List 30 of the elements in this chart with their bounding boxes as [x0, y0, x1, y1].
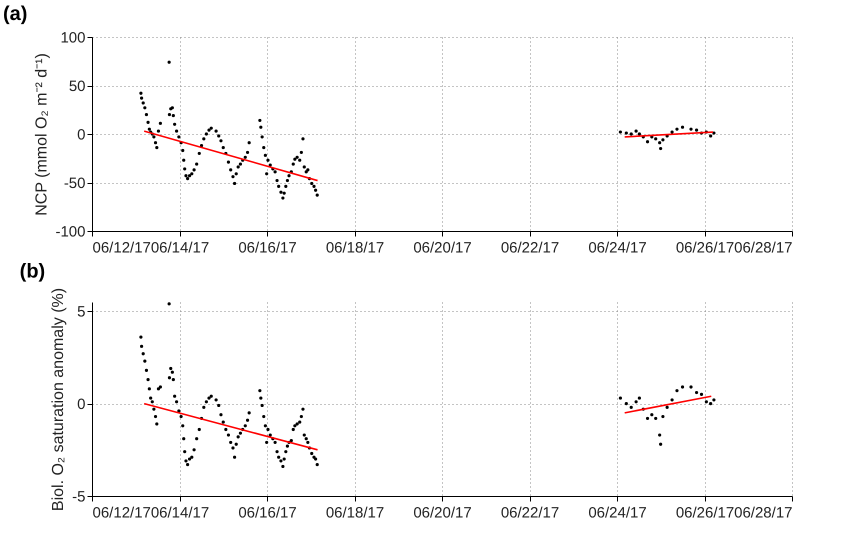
x-tick-label: 06/20/17: [413, 504, 472, 522]
x-tick-label: 06/26/17: [676, 240, 734, 256]
x-tick-label: 06/20/17: [413, 240, 472, 256]
x-tick-label: 06/28/17: [734, 240, 792, 256]
y-tick-label: 0: [77, 126, 86, 144]
x-tick-label: 06/18/17: [326, 504, 384, 522]
y-tick-label: 5: [77, 304, 86, 321]
y-tick-label: 100: [60, 30, 86, 46]
x-tick-label: 06/14/17: [150, 240, 210, 256]
x-tick-label: 06/16/17: [238, 504, 297, 522]
x-tick-label: 06/12/17: [92, 504, 151, 522]
x-tick-label: 06/12/17: [92, 240, 151, 256]
x-tick-label: 06/24/17: [588, 240, 647, 256]
x-tick-label: 06/14/17: [150, 504, 210, 522]
y-tick-label: -5: [72, 488, 86, 506]
x-tick-label: 06/16/17: [238, 240, 297, 256]
y-tick-label: 0: [77, 396, 86, 414]
chart-title: (b): [20, 260, 46, 282]
y-tick-label: 50: [68, 78, 86, 95]
y-tick-label: -100: [55, 224, 86, 240]
y-axis-title: Biol. O₂ saturation anomaly (%): [50, 288, 68, 512]
y-tick-label: -50: [64, 175, 86, 192]
x-tick-label: 06/26/17: [676, 504, 734, 522]
x-tick-label: 06/22/17: [500, 240, 560, 256]
chart-title: (a): [2, 3, 28, 25]
y-axis-title: NCP (mmol O₂ m⁻² d⁻¹): [33, 53, 50, 216]
x-tick-label: 06/18/17: [326, 240, 384, 256]
x-tick-label: 06/22/17: [500, 504, 560, 522]
x-tick-label: 06/24/17: [588, 504, 647, 522]
x-tick-label: 06/28/17: [734, 504, 792, 522]
